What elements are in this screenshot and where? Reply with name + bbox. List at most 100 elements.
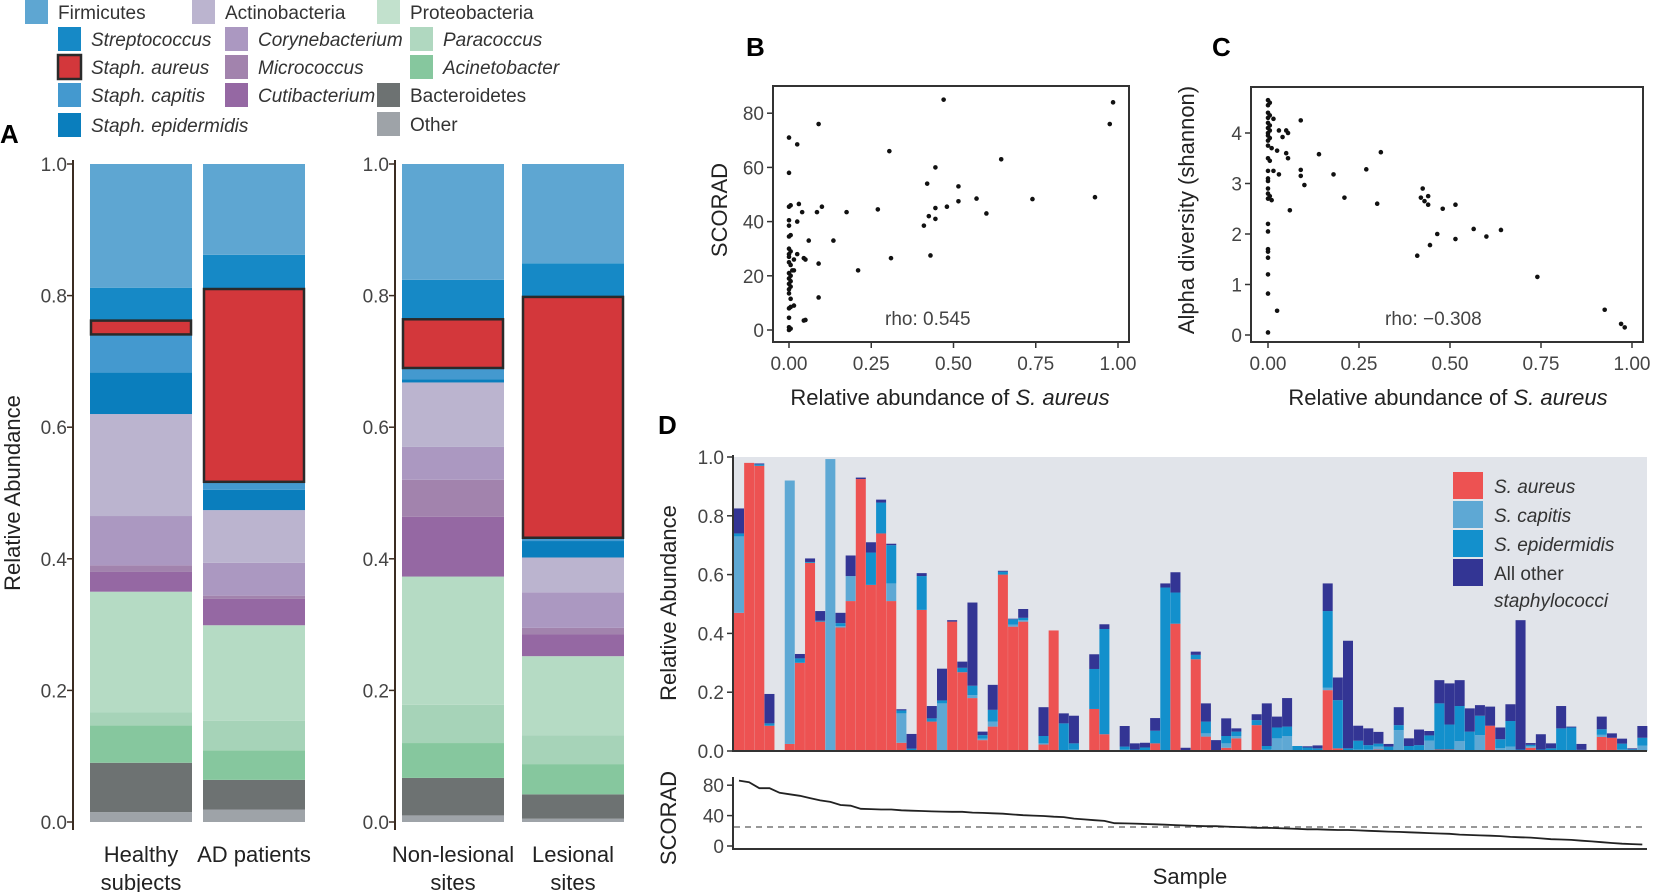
sample-bar-segment bbox=[815, 611, 826, 621]
sample-bar-segment bbox=[1403, 738, 1414, 747]
stacked-bar-segment-staph-epidermidis bbox=[522, 541, 624, 558]
x-tick-label: 0.00 bbox=[1250, 354, 1287, 375]
scatter-point bbox=[1425, 193, 1431, 199]
sample-bar-segment bbox=[754, 463, 765, 465]
sample-bar-segment bbox=[1343, 748, 1353, 751]
sample-bar-segment bbox=[805, 562, 816, 751]
sample-bar-segment bbox=[1525, 747, 1536, 751]
stacked-bar-segment-proteobacteria bbox=[522, 656, 624, 736]
y-tick-label: 80 bbox=[743, 104, 764, 125]
sample-bar-segment bbox=[896, 710, 907, 714]
y-axis-title: Alpha diversity (shannon) bbox=[1174, 86, 1199, 334]
legend-item-label: Streptococcus bbox=[91, 30, 212, 51]
sample-bar-segment bbox=[1302, 746, 1313, 748]
sample-bar-segment bbox=[977, 740, 988, 751]
sample-bar-segment bbox=[805, 558, 816, 562]
sample-bar-segment bbox=[855, 479, 866, 751]
sample-bar-segment bbox=[1505, 721, 1516, 747]
scatter-point bbox=[1316, 151, 1322, 157]
sample-bar-segment bbox=[1170, 592, 1181, 624]
legend-swatch-group bbox=[25, 0, 48, 24]
sample-bar-segment bbox=[1464, 731, 1475, 751]
y-tick-label: 1.0 bbox=[41, 155, 67, 176]
stacked-bar-segment-cutibacterium bbox=[203, 598, 305, 626]
scatter-point bbox=[816, 121, 821, 127]
legend-label: S. capitis bbox=[1494, 506, 1572, 527]
stacked-bar-segment-actinobacteria bbox=[90, 414, 192, 517]
sample-bar-segment bbox=[1637, 745, 1648, 751]
legend-group-label: Bacteroidetes bbox=[410, 86, 526, 107]
sample-bar-segment bbox=[1383, 746, 1394, 751]
sample-bar-segment bbox=[815, 620, 826, 622]
sample-bar-segment bbox=[1089, 654, 1100, 669]
y-tick-label: 1.0 bbox=[363, 155, 389, 176]
panel-label-a: A bbox=[0, 119, 19, 149]
stacked-bar-segment-micrococcus bbox=[522, 627, 624, 635]
sample-bar-segment bbox=[865, 584, 876, 751]
legend-swatch bbox=[1453, 530, 1483, 557]
stacked-bar-segment-corynebacterium bbox=[203, 562, 305, 596]
sample-bar-segment bbox=[1221, 736, 1232, 744]
stacked-bar-segment-bacteroidetes bbox=[522, 794, 624, 819]
scatter-point bbox=[1618, 321, 1624, 327]
scatter-point bbox=[928, 253, 933, 258]
y-tick-label: 0.6 bbox=[698, 566, 724, 587]
stacked-bar-segment-staph-aureus bbox=[89, 319, 193, 336]
legend-swatch bbox=[410, 27, 433, 51]
scatter-point bbox=[1378, 149, 1384, 155]
sample-bar-segment bbox=[1454, 680, 1465, 707]
scatter-point bbox=[831, 238, 836, 243]
sample-bar-segment bbox=[997, 571, 1008, 575]
sample-bar-segment bbox=[1018, 608, 1029, 618]
legend-swatch bbox=[225, 27, 248, 51]
legend-group-label: Other bbox=[410, 115, 458, 136]
sample-bar-segment bbox=[734, 508, 744, 534]
sample-bar-segment bbox=[1525, 746, 1536, 748]
sample-bar-segment bbox=[1099, 734, 1110, 751]
scatter-point bbox=[1287, 207, 1293, 213]
sample-bar-segment bbox=[1617, 743, 1628, 750]
scatter-point bbox=[1434, 231, 1440, 237]
scatter-point bbox=[984, 211, 989, 216]
sample-bar-segment bbox=[987, 721, 998, 727]
sample-bar-segment bbox=[947, 620, 958, 622]
stacked-bar-segment-staph-capitis bbox=[203, 481, 305, 490]
stacked-bar-segment-corynebacterium bbox=[402, 446, 504, 480]
sample-bar-segment bbox=[1454, 706, 1465, 742]
y-axis-title: Relative Abundance bbox=[656, 505, 681, 701]
scatter-point bbox=[1418, 195, 1424, 200]
stacked-bar-segment-firmicutes bbox=[402, 164, 504, 280]
sample-bar-segment bbox=[957, 661, 968, 668]
sample-bar-segment bbox=[1008, 618, 1019, 620]
taxa-legend: Firmicutes Streptococcus Staph. aureus Stap… bbox=[25, 0, 560, 137]
scatter-point bbox=[1425, 202, 1431, 208]
sample-bar-segment bbox=[1140, 747, 1150, 751]
stacked-bar-segment-other bbox=[522, 818, 624, 822]
sample-bar-segment bbox=[1322, 583, 1333, 612]
category-label: sites bbox=[550, 870, 595, 892]
stacked-bar-segment-staph-aureus bbox=[401, 318, 505, 370]
scatter-point bbox=[1283, 150, 1289, 156]
scatter-point bbox=[875, 207, 881, 212]
sample-bar-segment bbox=[1038, 743, 1049, 745]
stacked-bar-segment-acinetobacter bbox=[402, 743, 504, 778]
y-tick-label: 0 bbox=[713, 837, 724, 858]
scatter-point bbox=[1276, 172, 1282, 177]
sample-bar-segment bbox=[1596, 736, 1607, 751]
sample-bar-segment bbox=[1038, 744, 1049, 751]
sample-bar-segment bbox=[1180, 747, 1191, 751]
stacked-bar-segment-staph-epidermidis bbox=[203, 489, 305, 511]
sample-bar-segment bbox=[1261, 703, 1272, 747]
stacked-bar-segment-actinobacteria bbox=[522, 557, 624, 593]
stacked-bar-segment-other bbox=[203, 809, 305, 822]
stacked-bar-segment-staph-capitis bbox=[522, 537, 624, 542]
sample-bar-segment bbox=[744, 462, 755, 751]
sample-bar-segment bbox=[1383, 743, 1394, 747]
sample-bar-segment bbox=[1424, 735, 1435, 741]
x-axis-title-species: S. aureus bbox=[1015, 385, 1109, 410]
y-tick-label: 40 bbox=[743, 213, 764, 234]
scatter-point bbox=[1265, 249, 1271, 254]
x-tick-label: 0.50 bbox=[1432, 354, 1469, 375]
scatter-point bbox=[1265, 168, 1271, 174]
stacked-bar-segment-cutibacterium bbox=[402, 516, 504, 577]
